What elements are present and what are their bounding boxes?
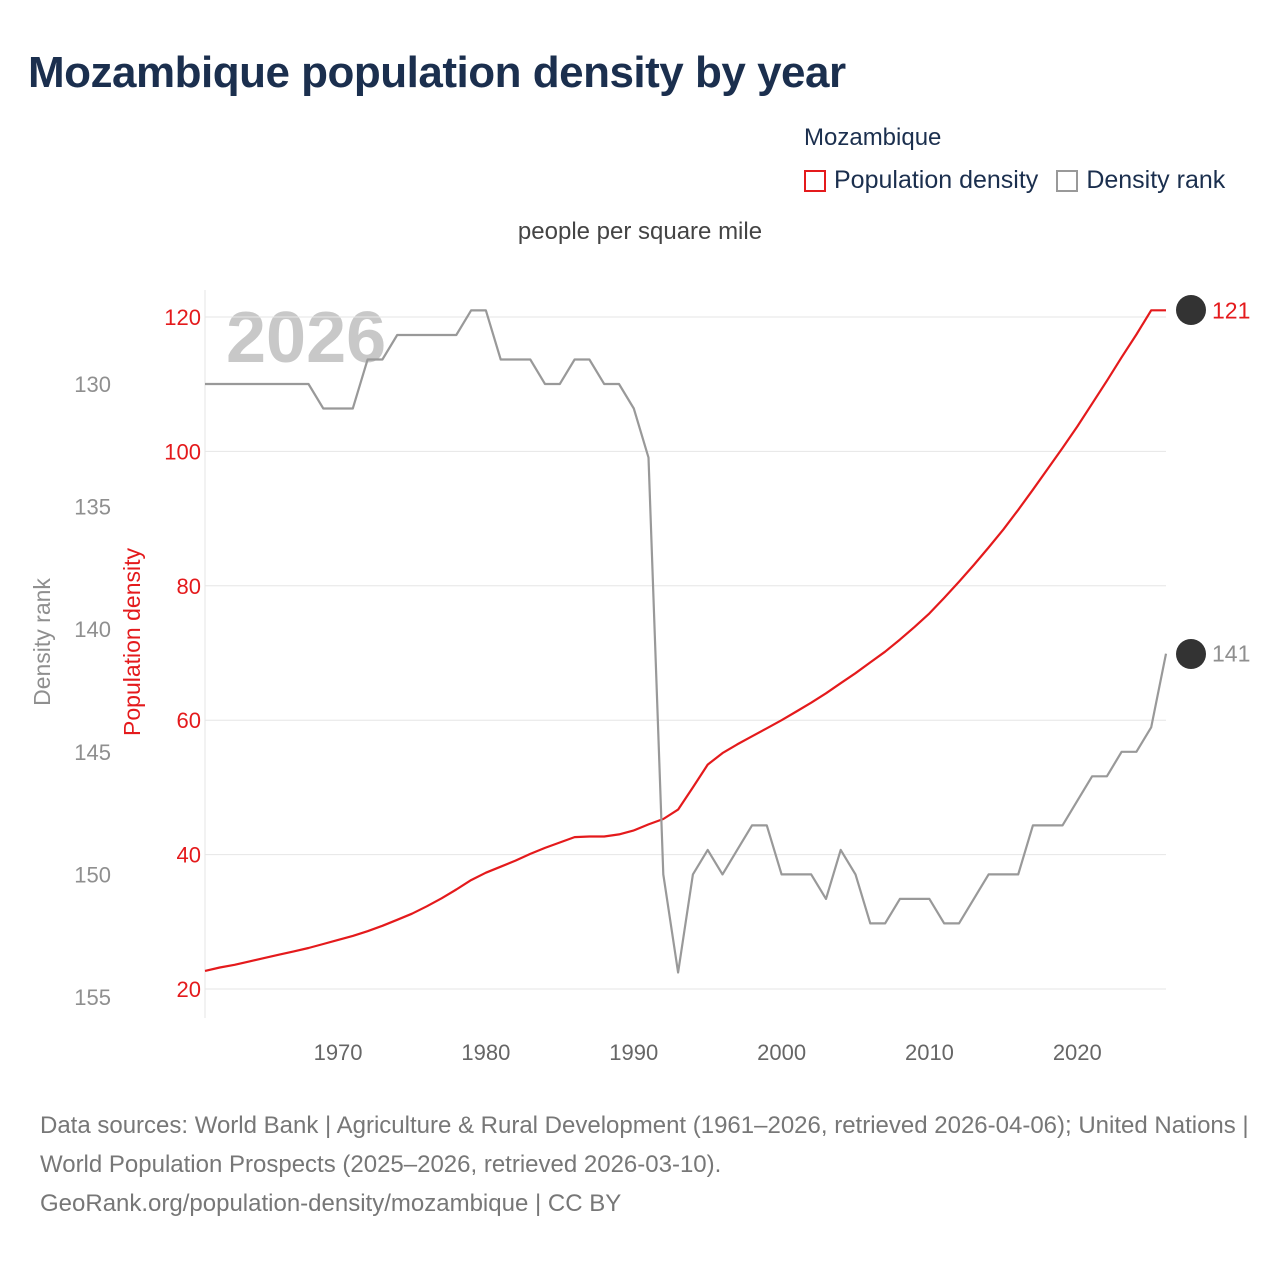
x-tick-label: 2000 [757, 1040, 806, 1065]
series-line-population-density [204, 309, 1166, 972]
series-line-density-rank [205, 309, 1168, 974]
chart-title: Mozambique population density by year [28, 48, 846, 97]
legend-item-density-rank[interactable]: Density rank [1056, 166, 1225, 195]
year-watermark: 2026 [226, 298, 386, 378]
rank-tick-label: 145 [74, 740, 111, 765]
x-tick-label: 1970 [314, 1040, 363, 1065]
legend-item-population-density[interactable]: Population density [804, 166, 1038, 195]
rank-axis-title: Density rank [29, 578, 55, 706]
legend-label-population-density: Population density [834, 166, 1039, 194]
legend-swatch-density-rank [1056, 169, 1079, 192]
sources-link[interactable]: GeoRank.org/population-density/mozambiqu… [40, 1190, 622, 1217]
mozambique-flag-icon [1176, 295, 1206, 326]
rank-tick-label: 150 [74, 862, 111, 887]
rank-tick-label: 140 [74, 617, 111, 642]
legend: Population density Density rank [804, 166, 1243, 195]
x-tick-label: 2010 [905, 1040, 954, 1065]
density-tick-label: 120 [164, 305, 201, 330]
rank-tick-label: 135 [74, 495, 111, 520]
end-value-label: 121 [1212, 297, 1250, 323]
legend-label-density-rank: Density rank [1086, 166, 1226, 194]
density-tick-label: 20 [177, 977, 201, 1002]
x-tick-label: 1990 [609, 1040, 658, 1065]
end-value-label: 141 [1212, 641, 1250, 667]
x-tick-label: 2020 [1053, 1040, 1102, 1065]
sources-line: Data sources: World Bank | Agriculture &… [40, 1112, 1249, 1178]
density-tick-label: 100 [164, 439, 201, 464]
rank-tick-label: 155 [74, 985, 111, 1010]
legend-swatch-population-density [804, 169, 826, 192]
density-axis-title: Population density [119, 548, 145, 736]
density-tick-label: 40 [177, 843, 201, 868]
chart-subtitle: people per square mile [517, 218, 763, 245]
rank-tick-label: 130 [74, 372, 111, 397]
density-tick-label: 60 [177, 708, 201, 733]
data-sources: Data sources: World Bank | Agriculture &… [40, 1106, 1255, 1223]
density-tick-label: 80 [177, 574, 201, 599]
x-tick-label: 1980 [461, 1040, 510, 1065]
mozambique-flag-icon [1176, 638, 1206, 669]
legend-group-label: Mozambique [804, 124, 942, 151]
